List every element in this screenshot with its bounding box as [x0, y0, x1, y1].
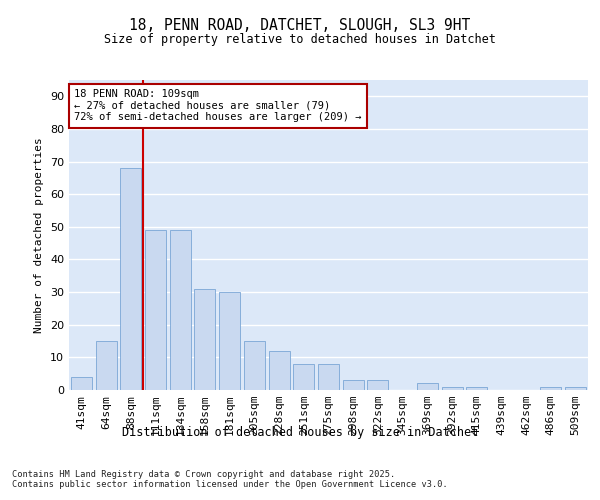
Bar — [417, 384, 438, 390]
Text: Size of property relative to detached houses in Datchet: Size of property relative to detached ho… — [104, 32, 496, 46]
Bar — [318, 364, 339, 390]
Bar — [541, 386, 562, 390]
Bar — [170, 230, 191, 390]
Bar — [269, 351, 290, 390]
Y-axis label: Number of detached properties: Number of detached properties — [34, 137, 44, 333]
Text: 18, PENN ROAD, DATCHET, SLOUGH, SL3 9HT: 18, PENN ROAD, DATCHET, SLOUGH, SL3 9HT — [130, 18, 470, 32]
Bar — [293, 364, 314, 390]
Bar — [466, 386, 487, 390]
Bar — [244, 341, 265, 390]
Text: Distribution of detached houses by size in Datchet: Distribution of detached houses by size … — [122, 426, 478, 439]
Bar — [367, 380, 388, 390]
Bar — [145, 230, 166, 390]
Text: Contains HM Land Registry data © Crown copyright and database right 2025.: Contains HM Land Registry data © Crown c… — [12, 470, 395, 479]
Bar — [120, 168, 141, 390]
Text: 18 PENN ROAD: 109sqm
← 27% of detached houses are smaller (79)
72% of semi-detac: 18 PENN ROAD: 109sqm ← 27% of detached h… — [74, 90, 362, 122]
Bar — [565, 386, 586, 390]
Text: Contains public sector information licensed under the Open Government Licence v3: Contains public sector information licen… — [12, 480, 448, 489]
Bar — [194, 289, 215, 390]
Bar — [71, 377, 92, 390]
Bar — [95, 341, 116, 390]
Bar — [343, 380, 364, 390]
Bar — [442, 386, 463, 390]
Bar — [219, 292, 240, 390]
